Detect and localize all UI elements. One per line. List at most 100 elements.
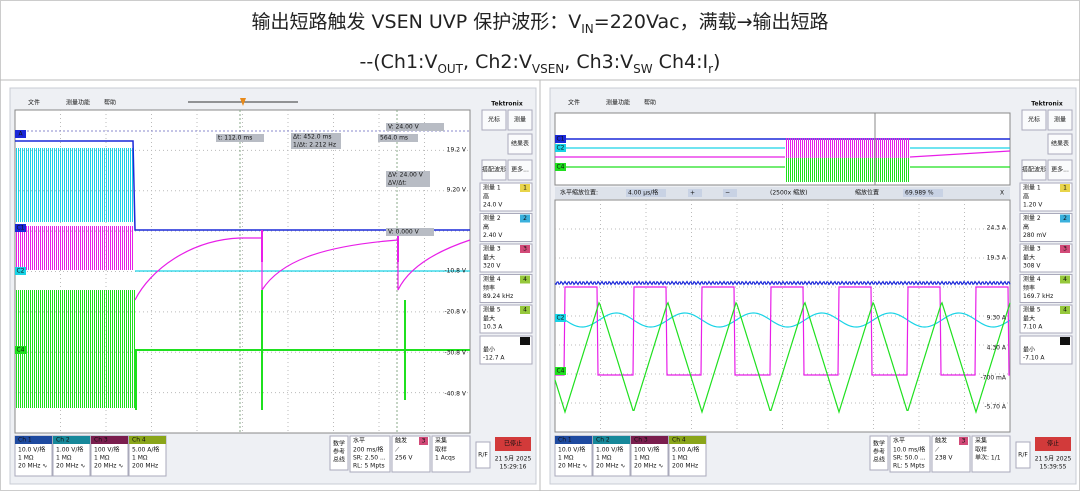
measurement-badge-label: 1 xyxy=(1063,185,1067,192)
channel-marker-label: C4 xyxy=(556,164,564,171)
axis-label: 19.2 V xyxy=(447,147,467,154)
math-label: 参考 xyxy=(333,448,345,456)
measurement-value: 7.10 A xyxy=(1023,324,1043,331)
waveform xyxy=(15,140,470,231)
side-button[interactable] xyxy=(1021,109,1047,131)
title-run: Ch4:I xyxy=(653,51,708,73)
axis-label: 4.30 A xyxy=(987,345,1007,352)
math-label: 总线 xyxy=(873,456,885,464)
waveform-band xyxy=(785,158,910,182)
title-run: , Ch2:V xyxy=(463,51,532,73)
channel-marker xyxy=(555,314,566,322)
side-button[interactable] xyxy=(1047,133,1073,155)
measurement-label: 测量 2 xyxy=(483,214,501,222)
measurement-label: 测量 4 xyxy=(483,275,501,283)
time: 15:29:16 xyxy=(500,464,527,471)
waveform xyxy=(554,301,1011,415)
waveform xyxy=(554,280,1011,286)
measurement-badge xyxy=(1060,245,1070,253)
channel-setting: 1 MΩ xyxy=(596,455,612,462)
measurement-kind: 最小 xyxy=(1023,346,1035,354)
acquire-label: 采集 xyxy=(435,437,447,445)
measurement-kind: 高 xyxy=(1023,223,1029,231)
channel-header xyxy=(555,436,592,444)
rf-button[interactable] xyxy=(1015,441,1031,469)
side-button[interactable] xyxy=(507,109,533,131)
waveform xyxy=(135,290,470,410)
title-run: =220Vac，满载→输出短路 xyxy=(594,11,829,33)
status-button[interactable] xyxy=(1035,437,1071,451)
date: 21 5月 2025 xyxy=(495,456,532,463)
side-button[interactable] xyxy=(481,159,507,181)
side-button-label: 光标 xyxy=(488,116,500,124)
overlay-text: V: 0.000 V xyxy=(388,229,420,236)
trigger-box[interactable] xyxy=(931,435,971,473)
channel-name: Ch 2 xyxy=(596,437,610,444)
channel-setting: 200 MHz xyxy=(132,463,158,470)
channel-setting: 100 V/格 xyxy=(634,446,660,454)
trigger-marker xyxy=(240,98,246,106)
measurement-kind: 频率 xyxy=(483,284,495,292)
acquire-box[interactable] xyxy=(431,435,471,473)
horizontal-box[interactable] xyxy=(349,435,391,473)
overlay-text: t: 112.0 ms xyxy=(218,135,252,142)
trigger-setting: 256 V xyxy=(395,455,413,462)
overlay-box xyxy=(386,228,434,236)
side-button-label: 结果表 xyxy=(511,140,529,148)
channel-marker-label: C2 xyxy=(556,315,564,322)
axis-label: 19.3 A xyxy=(987,255,1007,262)
measurement-value: 169.7 kHz xyxy=(1023,293,1053,300)
measurement-kind: 频率 xyxy=(1023,284,1035,292)
channel-marker xyxy=(15,267,26,275)
status-button[interactable] xyxy=(495,437,531,451)
side-button[interactable] xyxy=(481,109,507,131)
side-button[interactable] xyxy=(507,159,533,181)
acquire-box[interactable] xyxy=(971,435,1011,473)
side-button[interactable] xyxy=(1021,159,1047,181)
subscript: VSEN xyxy=(532,62,564,76)
channel-marker xyxy=(555,367,566,375)
measurement-label: 测量 3 xyxy=(1023,245,1041,253)
overlay-text: 水平缩放位置: xyxy=(560,189,598,197)
side-button[interactable] xyxy=(507,133,533,155)
waveform xyxy=(134,237,471,301)
measurement-label: 测量 2 xyxy=(1023,214,1041,222)
brand: Tektronix xyxy=(1031,101,1063,108)
math-box[interactable] xyxy=(329,435,349,471)
channel-header xyxy=(593,436,630,444)
channel-header xyxy=(15,436,52,444)
measurement-badge xyxy=(1060,306,1070,314)
overlay-box xyxy=(723,189,737,197)
measurement-kind: 最大 xyxy=(483,254,495,262)
overlay-box xyxy=(386,179,430,187)
rf-label: R/F xyxy=(1018,452,1028,459)
axis-label: -5.70 A xyxy=(984,404,1006,411)
channel-setting: 1.00 V/格 xyxy=(596,446,623,454)
side-button-label: 结果表 xyxy=(1051,140,1069,148)
channel-marker xyxy=(555,163,566,171)
side-button[interactable] xyxy=(1047,159,1073,181)
measurement-kind: 高 xyxy=(483,223,489,231)
side-button[interactable] xyxy=(1047,109,1073,131)
horizontal-box[interactable] xyxy=(889,435,931,473)
measurement-box xyxy=(1019,182,1073,212)
menu-item: 帮助 xyxy=(104,99,116,107)
overlay-box xyxy=(386,123,444,131)
rf-label: R/F xyxy=(478,452,488,459)
side-button-label: 测量 xyxy=(1054,116,1066,124)
overlay-text: 缩放位置 xyxy=(855,189,879,197)
title-run: ) xyxy=(713,51,720,73)
measurement-badge xyxy=(1060,275,1070,284)
channel-setting: 1 MΩ xyxy=(558,455,574,462)
channel-setting: 1 MΩ xyxy=(634,455,650,462)
trigger-badge xyxy=(959,437,968,445)
channel-marker xyxy=(15,130,26,138)
math-box[interactable] xyxy=(869,435,889,471)
channel-header xyxy=(129,436,166,444)
rf-button[interactable] xyxy=(475,441,491,469)
brand: Tektronix xyxy=(491,101,523,108)
channel-setting: 20 MHz ∿ xyxy=(558,463,587,470)
overlay-text: 564.0 ms xyxy=(380,135,408,142)
measurement-value: -7.10 A xyxy=(1023,355,1045,362)
